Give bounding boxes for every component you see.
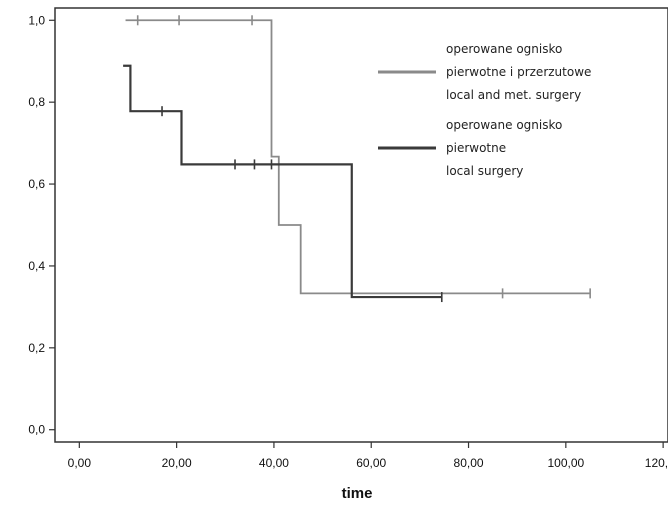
series-group bbox=[123, 15, 591, 303]
legend-label-2: operowane ognisko bbox=[446, 118, 562, 132]
legend-label-2: local surgery bbox=[446, 164, 523, 178]
y-tick-label: 0,6 bbox=[28, 177, 45, 191]
series-line-1 bbox=[125, 19, 591, 295]
legend-label-1: local and met. surgery bbox=[446, 88, 581, 102]
y-tick-label: 0,2 bbox=[28, 341, 45, 355]
legend-label-1: pierwotne i przerzutowe bbox=[446, 65, 591, 79]
y-tick-label: 1,0 bbox=[28, 13, 45, 27]
x-axis: 0,00 20,00 40,00 60,00 80,00 100,00 120,00 bbox=[68, 442, 668, 470]
x-tick-label: 120,00 bbox=[645, 456, 668, 470]
x-tick-label: 100,00 bbox=[547, 456, 584, 470]
series-line-2 bbox=[123, 64, 442, 299]
legend: operowane ognisko pierwotne i przerzutowe… bbox=[378, 42, 591, 178]
x-tick-label: 80,00 bbox=[454, 456, 484, 470]
x-tick-label: 0,00 bbox=[68, 456, 92, 470]
x-axis-title: time bbox=[342, 485, 373, 502]
y-tick-label: 0,8 bbox=[28, 95, 45, 109]
legend-label-2: pierwotne bbox=[446, 141, 506, 155]
y-tick-label: 0,4 bbox=[28, 259, 45, 273]
y-tick-label: 0,0 bbox=[28, 423, 45, 437]
x-tick-label: 40,00 bbox=[259, 456, 289, 470]
plot-background bbox=[54, 7, 668, 443]
y-axis: 0,0 0,2 0,4 0,6 0,8 1,0 bbox=[28, 13, 55, 437]
legend-label-1: operowane ognisko bbox=[446, 42, 562, 56]
x-tick-label: 20,00 bbox=[162, 456, 192, 470]
x-tick-label: 60,00 bbox=[356, 456, 386, 470]
